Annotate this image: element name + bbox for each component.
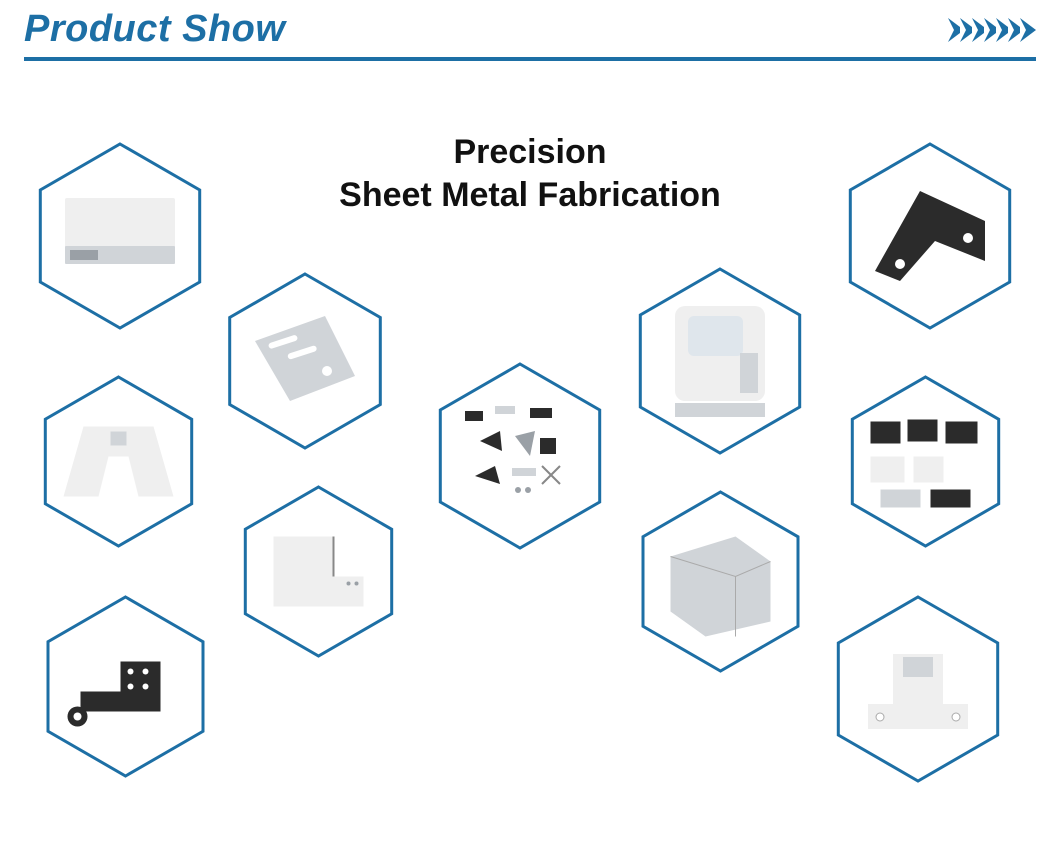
header-bar: Product Show [0,0,1060,51]
header-title: Product Show [24,8,285,51]
hex-parts-assortment [425,361,615,551]
hex-bent-cover [231,484,406,659]
hex-enclosure-set [838,374,1013,549]
hex-folded-panel [31,374,206,549]
hex-u-bracket [823,594,1013,784]
product-stage: Precision Sheet Metal Fabrication [0,61,1060,851]
hex-slot-plate [215,271,395,451]
hex-drawer-enclosure [25,141,215,331]
hex-machine-cabinet [625,266,815,456]
chevron-icon [1020,18,1036,42]
hex-angle-bracket [835,141,1025,331]
hex-black-brackets [33,594,218,779]
chevron-decor [952,18,1036,42]
hex-steel-box [628,489,813,674]
